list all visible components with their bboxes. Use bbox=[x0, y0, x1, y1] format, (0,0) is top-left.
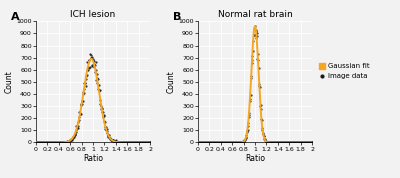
Y-axis label: Count: Count bbox=[166, 70, 176, 93]
Title: ICH lesion: ICH lesion bbox=[70, 10, 116, 19]
Text: A: A bbox=[11, 12, 20, 22]
Legend: Gaussian fit, Image data: Gaussian fit, Image data bbox=[320, 64, 370, 79]
Title: Normal rat brain: Normal rat brain bbox=[218, 10, 292, 19]
X-axis label: Ratio: Ratio bbox=[83, 154, 103, 163]
Y-axis label: Count: Count bbox=[4, 70, 14, 93]
X-axis label: Ratio: Ratio bbox=[245, 154, 265, 163]
Text: B: B bbox=[173, 12, 181, 22]
